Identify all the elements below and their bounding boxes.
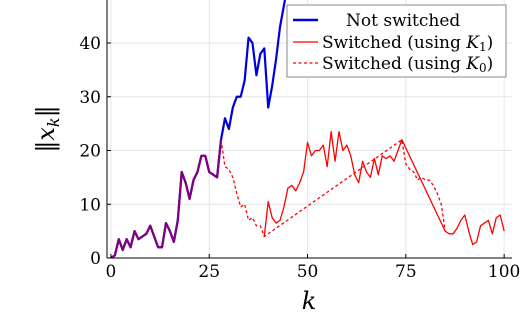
x-tick-label-50: 50 [297, 262, 319, 282]
x-tick-label-25: 25 [198, 262, 220, 282]
legend-label-switched-k1: Switched (using K1) [322, 33, 493, 54]
y-axis-label-subscript: k [44, 117, 63, 127]
legend-box [286, 4, 507, 78]
y-tick-label-10: 10 [79, 195, 101, 215]
series-group [110, 0, 505, 258]
tick-labels: 0 25 50 75 100 0 10 20 30 40 [79, 34, 520, 282]
y-axis-label-bar-right: ‖ [32, 105, 61, 117]
axes [106, 0, 512, 259]
y-axis-label: ‖xk‖ [32, 105, 63, 152]
y-axis-label-symbol: x [32, 127, 60, 141]
series-line-2 [220, 139, 446, 238]
x-tick-label-0: 0 [106, 262, 117, 282]
y-tick-label-40: 40 [79, 34, 101, 54]
series-line-overlap [110, 139, 223, 258]
x-tick-label-100: 100 [488, 262, 520, 282]
x-tick-label-75: 75 [395, 262, 417, 282]
y-axis-label-bar-left: ‖ [32, 141, 61, 153]
legend-label-not-switched: Not switched [346, 11, 460, 31]
legend-label-switched-k0: Switched (using K0) [322, 54, 493, 75]
x-axis-label: k [302, 287, 317, 315]
y-tick-label-20: 20 [79, 142, 101, 162]
y-tick-label-30: 30 [79, 88, 101, 108]
svg-text:‖xk‖: ‖xk‖ [32, 105, 63, 152]
y-tick-label-0: 0 [90, 249, 101, 269]
legend: Not switched Switched (using K1) Switche… [286, 4, 507, 78]
